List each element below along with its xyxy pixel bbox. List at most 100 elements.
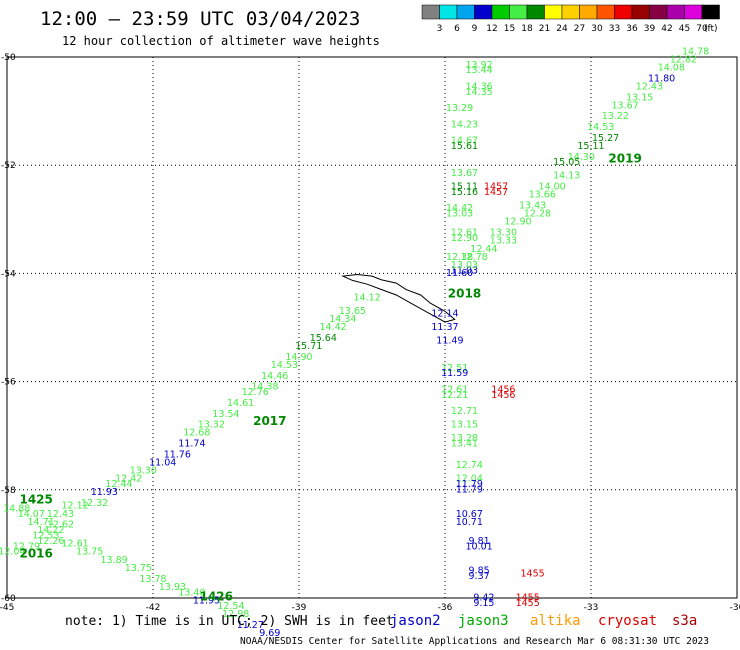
colorbar-swatch [684, 4, 703, 20]
swh-point-label: 13.30 [130, 466, 157, 477]
coastline-south-georgia [340, 273, 456, 323]
colorbar-swatch [561, 4, 580, 20]
swh-point-label: 11.79 [456, 485, 483, 496]
swh-point-label: 15.27 [592, 133, 619, 144]
swh-point-label: 12.14 [431, 309, 458, 320]
colorbar-label: 9 [472, 24, 478, 34]
swh-point-label: 14.12 [353, 293, 380, 304]
swh-point-label: 13.33 [490, 236, 517, 247]
swh-point-label: 14.53 [271, 360, 298, 371]
colorbar-swatch [701, 4, 720, 20]
colorbar-unit: (ft) [704, 24, 718, 34]
swh-point-label: 14.78 [682, 46, 709, 57]
swh-point-label: 11.93 [91, 487, 118, 498]
colorbar-label: 3 [437, 24, 443, 34]
swh-point-label: 12.28 [524, 209, 551, 220]
swh-point-label: 9.15 [473, 598, 494, 609]
swh-point-label: 11.95 [193, 595, 220, 606]
swh-point-label: 15.16 [451, 187, 478, 198]
colorbar-label: 18 [521, 24, 533, 34]
colorbar-swatch [596, 4, 615, 20]
colorbar-swatch [614, 4, 633, 20]
colorbar-label: 6 [454, 24, 460, 34]
swh-point-label: 12.44 [470, 244, 497, 255]
colorbar-label: 33 [609, 24, 620, 34]
colorbar-label: 21 [539, 24, 550, 34]
x-tick-label: -36 [438, 603, 453, 613]
swh-point-label: 14.30 [568, 152, 595, 163]
y-tick-label: -52 [1, 161, 16, 171]
swh-point-label: 12.54 [217, 601, 244, 612]
swh-point-label: 11.04 [149, 458, 176, 469]
swh-point-label: 12.61 [61, 539, 88, 550]
coastline-path [340, 273, 456, 323]
swh-point-label: 13.43 [519, 201, 546, 212]
colorbar-label: 15 [504, 24, 515, 34]
x-tick-label: -45 [0, 603, 14, 613]
swh-point-label: 12.12 [61, 501, 88, 512]
y-tick-label: -60 [1, 594, 16, 604]
swh-point-label: 13.29 [446, 103, 473, 114]
satellite-altika: altika [530, 613, 581, 629]
swh-point-label: 14.67 [451, 136, 478, 147]
swh-point-label: 14.00 [538, 182, 565, 193]
swh-point-label: 10.01 [465, 541, 492, 552]
swh-point-label: 12.43 [47, 509, 74, 520]
satellite-s3a: s3a [672, 613, 697, 629]
satellite-cryosat: cryosat [598, 613, 657, 629]
swh-point-label: 12.04 [0, 547, 26, 558]
swh-point-label: 14.23 [451, 119, 478, 130]
swh-point-label: 13.41 [451, 439, 478, 450]
swh-point-label: 12.32 [81, 498, 108, 509]
swh-point-label: 10.67 [456, 509, 483, 520]
swh-point-label: 12.90 [504, 217, 531, 228]
swh-point-label: 10.71 [456, 517, 483, 528]
x-tick-label: -42 [146, 603, 161, 613]
swh-point-label: 12.51 [441, 363, 468, 374]
swh-point-label: 14.53 [587, 122, 614, 133]
swh-point-label: 12.76 [242, 387, 269, 398]
colorbar-swatch [649, 4, 668, 20]
swh-point-label: 13.28 [451, 433, 478, 444]
swh-point-label: 13.89 [100, 555, 127, 566]
pass-time-label: 1425 [19, 492, 52, 506]
swh-point-label: 12.61 [441, 384, 468, 395]
swh-point-label: 15.11 [577, 141, 604, 152]
pass-time-label: 2017 [253, 414, 286, 428]
swh-point-label: 11.79 [456, 479, 483, 490]
swh-point-label: 13.03 [451, 260, 478, 271]
y-tick-label: -56 [1, 378, 16, 388]
swh-point-label: 14.42 [319, 322, 346, 333]
swh-point-label: 14.34 [329, 314, 356, 325]
swh-point-label: 14.08 [658, 63, 685, 74]
swh-point-label: 12.62 [47, 520, 74, 531]
note-text: note: 1) Time is in UTC; 2) SWH is in fe… [65, 614, 394, 629]
x-tick-label: -33 [584, 603, 599, 613]
colorbar-swatch [631, 4, 650, 20]
swh-point-label: 11.80 [648, 73, 675, 84]
swh-point-label: 12.26 [37, 536, 64, 547]
satellite-jason3: jason3 [458, 613, 509, 629]
swh-point-label: 14.35 [465, 87, 492, 98]
swh-point-label: 14.07 [18, 509, 45, 520]
swh-point-label: 12.43 [636, 82, 663, 93]
colorbar-swatch [456, 4, 475, 20]
swh-point-label: 9.69 [259, 628, 280, 639]
colorbar-swatch [421, 4, 440, 20]
swh-point-label: 13.75 [76, 547, 103, 558]
swh-point-label: 13.66 [529, 190, 556, 201]
pass-labels: 2019 2018 2017 1425 2016 1426 [19, 152, 641, 604]
swh-point-label: 13.67 [451, 168, 478, 179]
plot-frame [6, 56, 738, 599]
grid [7, 57, 737, 598]
colorbar-label: 27 [574, 24, 585, 34]
swh-point-label: 11.60 [446, 268, 473, 279]
colorbar-swatch [474, 4, 493, 20]
swh-point-label: 11.27 [237, 620, 264, 631]
x-tick-label: -30 [730, 603, 740, 613]
swh-point-label: 13.93 [159, 582, 186, 593]
swh-point-label: 12.04 [456, 474, 483, 485]
colorbar-label: 36 [626, 24, 638, 34]
